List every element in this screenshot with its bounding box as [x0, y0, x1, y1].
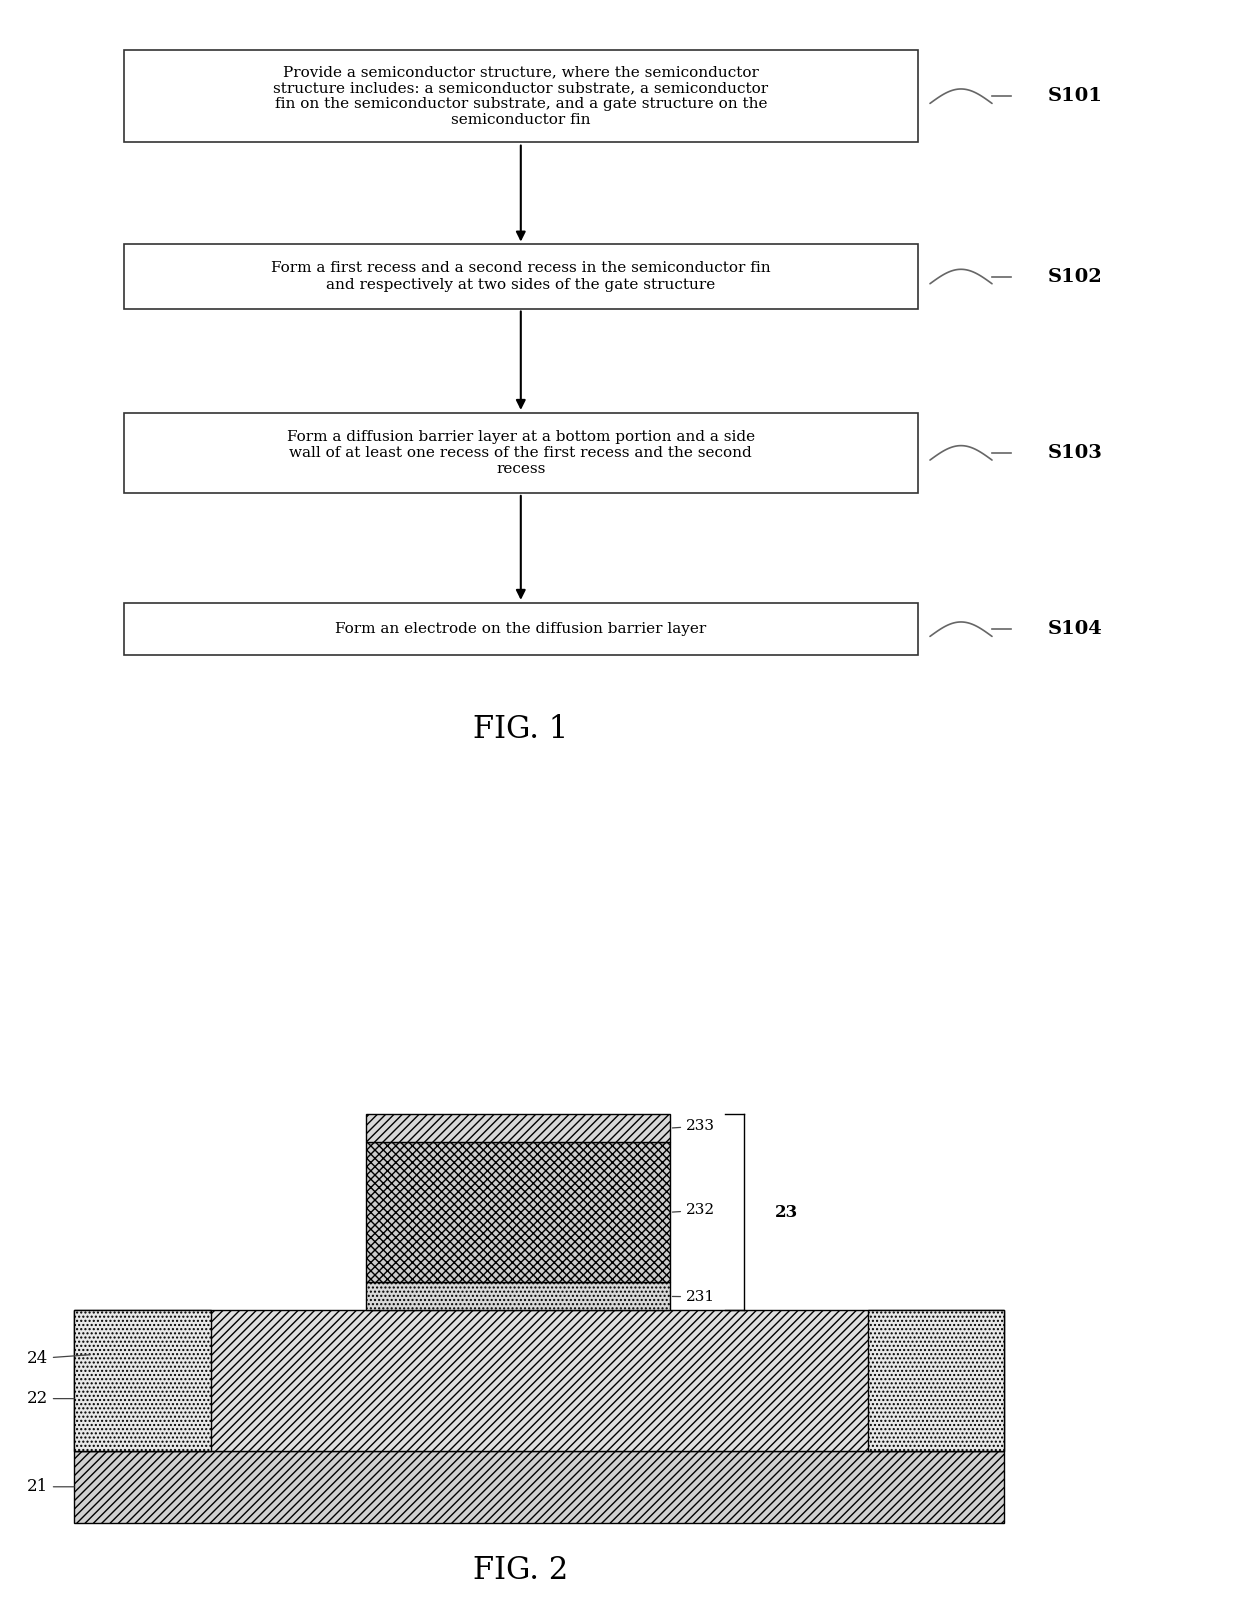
Bar: [366, 1141, 670, 1282]
Text: S104: S104: [1048, 620, 1102, 638]
Bar: [74, 1311, 1004, 1451]
Text: S102: S102: [1048, 268, 1102, 285]
Text: Form an electrode on the diffusion barrier layer: Form an electrode on the diffusion barri…: [335, 622, 707, 636]
Bar: [74, 1451, 1004, 1523]
Text: 23: 23: [775, 1204, 799, 1221]
Bar: [366, 1114, 670, 1141]
Text: FIG. 1: FIG. 1: [474, 713, 568, 745]
Text: 232: 232: [672, 1204, 715, 1217]
Bar: [868, 1311, 1004, 1451]
FancyBboxPatch shape: [124, 603, 918, 656]
Text: 22: 22: [26, 1390, 74, 1407]
FancyBboxPatch shape: [124, 50, 918, 143]
Bar: [74, 1311, 211, 1451]
Text: S101: S101: [1048, 87, 1102, 106]
Text: 233: 233: [672, 1119, 715, 1133]
FancyBboxPatch shape: [124, 414, 918, 494]
Bar: [366, 1282, 670, 1311]
Text: 231: 231: [672, 1290, 715, 1303]
Text: FIG. 2: FIG. 2: [474, 1555, 568, 1587]
Text: Form a first recess and a second recess in the semiconductor fin
and respectivel: Form a first recess and a second recess …: [272, 261, 770, 292]
Text: Provide a semiconductor structure, where the semiconductor
structure includes: a: Provide a semiconductor structure, where…: [273, 64, 769, 128]
Text: 21: 21: [26, 1478, 74, 1496]
FancyBboxPatch shape: [124, 244, 918, 308]
Text: Form a diffusion barrier layer at a bottom portion and a side
wall of at least o: Form a diffusion barrier layer at a bott…: [286, 430, 755, 476]
Text: S103: S103: [1048, 444, 1102, 462]
Text: 24: 24: [26, 1350, 91, 1367]
